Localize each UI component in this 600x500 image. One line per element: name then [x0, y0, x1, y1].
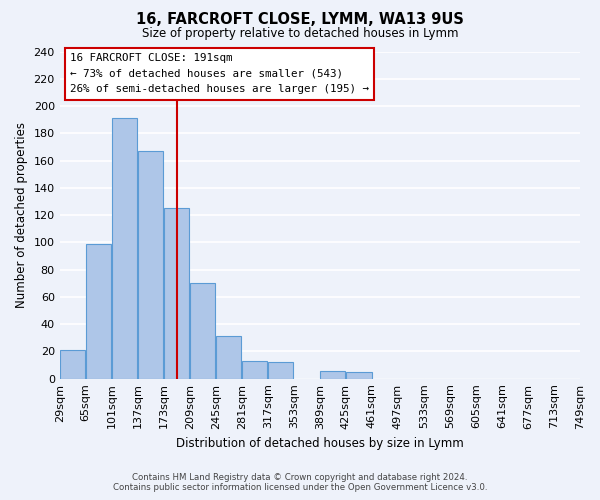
Bar — [320, 370, 346, 378]
Bar — [112, 118, 137, 378]
Bar — [60, 350, 85, 378]
Bar — [216, 336, 241, 378]
Bar — [190, 284, 215, 378]
Bar — [242, 361, 268, 378]
Text: 16 FARCROFT CLOSE: 191sqm
← 73% of detached houses are smaller (543)
26% of semi: 16 FARCROFT CLOSE: 191sqm ← 73% of detac… — [70, 53, 369, 94]
Y-axis label: Number of detached properties: Number of detached properties — [15, 122, 28, 308]
Bar — [138, 151, 163, 378]
Text: 16, FARCROFT CLOSE, LYMM, WA13 9US: 16, FARCROFT CLOSE, LYMM, WA13 9US — [136, 12, 464, 28]
X-axis label: Distribution of detached houses by size in Lymm: Distribution of detached houses by size … — [176, 437, 464, 450]
Text: Size of property relative to detached houses in Lymm: Size of property relative to detached ho… — [142, 28, 458, 40]
Bar — [346, 372, 371, 378]
Bar — [268, 362, 293, 378]
Bar — [164, 208, 190, 378]
Bar — [86, 244, 112, 378]
Text: Contains HM Land Registry data © Crown copyright and database right 2024.
Contai: Contains HM Land Registry data © Crown c… — [113, 473, 487, 492]
